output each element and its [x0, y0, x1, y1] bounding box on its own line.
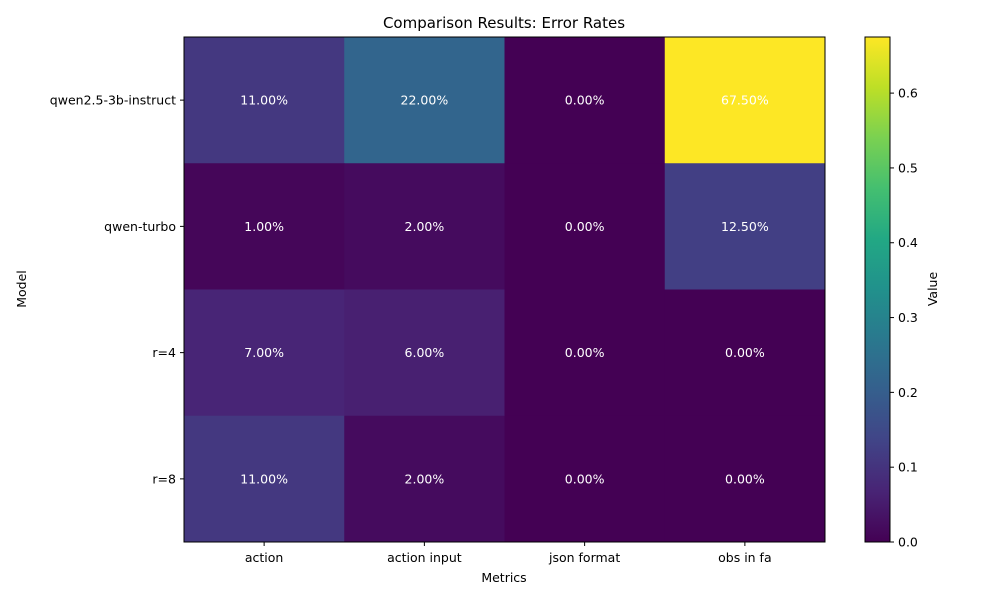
x-axis-label: Metrics [481, 570, 526, 585]
heatmap-cell [184, 163, 345, 290]
cell-value-label: 7.00% [244, 345, 284, 360]
heatmap-cell [504, 415, 666, 543]
x-tick-label: action [245, 550, 283, 565]
heatmap-cell [504, 289, 666, 417]
heatmap-cell [184, 289, 345, 417]
heatmap-cell [504, 163, 666, 290]
heatmap-cell [184, 37, 345, 164]
cell-value-label: 12.50% [721, 219, 769, 234]
plot-frame [183, 36, 826, 543]
chart-title: Comparison Results: Error Rates [383, 14, 625, 32]
colorbar-tick-label: 0.4 [898, 235, 918, 250]
colorbar-label: Value [925, 272, 940, 307]
heatmap-cell [344, 163, 505, 290]
colorbar-tick-label: 0.0 [898, 535, 918, 550]
cell-value-label: 1.00% [244, 219, 284, 234]
cell-value-label: 22.00% [401, 93, 449, 108]
cell-value-label: 0.00% [565, 471, 605, 486]
heatmap-cell [504, 37, 666, 164]
colorbar-tick-label: 0.5 [898, 160, 918, 175]
heatmap-cell [664, 415, 826, 543]
x-tick-label: action input [387, 550, 462, 565]
colorbar [865, 37, 890, 542]
colorbar-tick-label: 0.6 [898, 86, 918, 101]
cell-value-label: 6.00% [405, 345, 445, 360]
x-tick-label: obs in fa [718, 550, 772, 565]
heatmap-cells [184, 37, 826, 543]
colorbar-ticks: 0.0 0.1 0.2 0.3 0.4 0.5 0.6 [890, 86, 918, 550]
y-axis-ticks: qwen2.5-3b-instruct qwen-turbo r=4 r=8 [50, 93, 184, 486]
heatmap-cell [344, 37, 505, 164]
colorbar-tick-label: 0.1 [898, 460, 918, 475]
colorbar-frame [864, 36, 891, 543]
cell-value-label: 0.00% [565, 93, 605, 108]
cell-value-label: 0.00% [725, 471, 765, 486]
colorbar-tick-label: 0.3 [898, 310, 918, 325]
cell-value-label: 2.00% [405, 471, 445, 486]
heatmap-cell [664, 37, 826, 164]
y-tick-label: qwen-turbo [104, 219, 176, 234]
cell-value-label: 11.00% [240, 471, 288, 486]
y-axis-label: Model [14, 270, 29, 308]
y-tick-label: r=8 [152, 471, 176, 486]
x-axis-ticks: action action input json format obs in fa [245, 542, 772, 565]
heatmap-cell [184, 415, 345, 543]
y-tick-label: r=4 [152, 345, 176, 360]
heatmap-cell [344, 415, 505, 543]
heatmap-cell [664, 289, 826, 417]
x-tick-label: json format [548, 550, 620, 565]
cell-value-label: 67.50% [721, 93, 769, 108]
cell-value-label: 0.00% [565, 219, 605, 234]
heatmap-cell-labels: 11.00% 22.00% 0.00% 67.50% 1.00% 2.00% 0.00% 12… [240, 93, 769, 487]
heatmap-cell [344, 289, 505, 417]
y-tick-label: qwen2.5-3b-instruct [50, 93, 176, 108]
cell-value-label: 2.00% [405, 219, 445, 234]
cell-value-label: 0.00% [725, 345, 765, 360]
heatmap-cell [664, 163, 826, 290]
cell-value-label: 0.00% [565, 345, 605, 360]
cell-value-label: 11.00% [240, 93, 288, 108]
colorbar-tick-label: 0.2 [898, 385, 918, 400]
